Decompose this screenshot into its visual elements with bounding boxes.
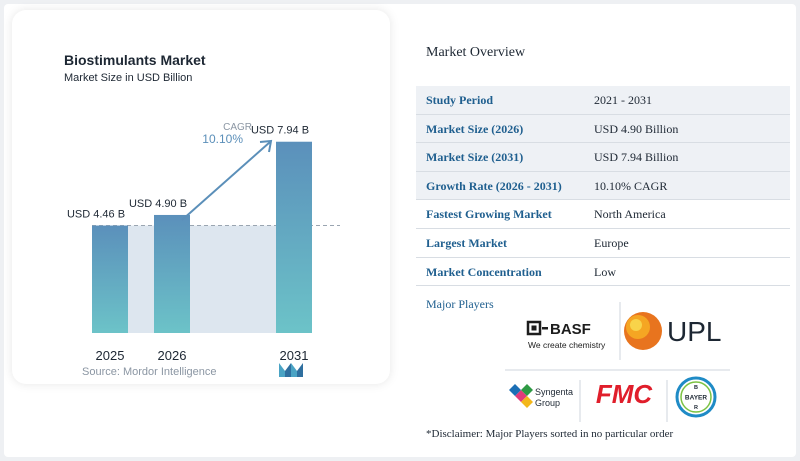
overview-value: North America xyxy=(594,207,666,222)
bayer-name: BAYER xyxy=(685,395,707,402)
fmc-logo: FMC xyxy=(596,379,654,409)
cagr-arrow xyxy=(181,139,273,221)
bar-2031 xyxy=(276,141,312,333)
syngenta-group: Group xyxy=(535,398,560,408)
overview-value: Europe xyxy=(594,235,629,250)
chart-title: Biostimulants Market xyxy=(64,52,206,68)
upl-name: UPL xyxy=(667,316,721,347)
reference-band xyxy=(92,225,312,333)
overview-label: Study Period xyxy=(426,93,494,107)
market-overview-title: Market Overview xyxy=(426,45,526,60)
svg-text:B: B xyxy=(694,385,698,391)
overview-value: 10.10% CAGR xyxy=(594,178,668,193)
bar-2026 xyxy=(154,214,190,333)
fmc-name: FMC xyxy=(596,379,654,409)
bayer-logo: B BAYER R xyxy=(675,376,717,418)
chart-source: Source: Mordor Intelligence xyxy=(82,366,217,378)
x-tick-2025: 2025 xyxy=(96,348,125,363)
overview-value: 2021 - 2031 xyxy=(594,93,652,107)
data-label-2031: USD 7.94 B xyxy=(251,125,309,137)
cagr-value: 10.10% xyxy=(202,132,243,146)
syngenta-logo: Syngenta Group xyxy=(509,384,573,408)
overview-value: Low xyxy=(594,264,616,279)
major-players-title: Major Players xyxy=(426,297,494,311)
overview-value: USD 7.94 Billion xyxy=(594,150,679,165)
overview-label: Market Concentration xyxy=(426,264,542,279)
overview-row-fastest-growing: Fastest Growing Market North America xyxy=(416,200,790,229)
upl-logo: UPL xyxy=(624,312,721,350)
data-label-2025: USD 4.46 B xyxy=(67,209,125,221)
overview-row-largest-market: Largest Market Europe xyxy=(416,229,790,258)
x-tick-2031: 2031 xyxy=(280,348,309,363)
overview-label: Market Size (2026) xyxy=(426,121,524,136)
overview-value: USD 4.90 Billion xyxy=(594,121,679,136)
overview-label: Largest Market xyxy=(426,235,507,250)
cagr-label: CAGR xyxy=(223,122,252,133)
overview-label: Market Size (2031) xyxy=(426,150,524,165)
x-tick-2026: 2026 xyxy=(158,348,187,363)
mordor-logo-icon xyxy=(279,363,303,377)
major-players-logos: BASF We create chemistry UPL Syngenta Gr… xyxy=(505,302,730,422)
svg-text:R: R xyxy=(694,405,698,411)
overview-row-study-period: Study Period 2021 - 2031 xyxy=(416,86,790,115)
overview-label: Growth Rate (2026 - 2031) xyxy=(426,178,562,193)
chart-card: USD 4.46 B USD 4.90 B USD 7.94 B 2025 2026 2… xyxy=(12,10,390,384)
overview-row-concentration: Market Concentration Low xyxy=(416,258,790,287)
chart-subtitle: Market Size in USD Billion xyxy=(64,72,193,84)
syngenta-name: Syngenta xyxy=(535,387,573,397)
bar-2025 xyxy=(92,225,128,333)
disclaimer-text: *Disclaimer: Major Players sorted in no … xyxy=(426,428,674,440)
data-label-2026: USD 4.90 B xyxy=(129,198,187,210)
overview-row-market-size-2031: Market Size (2031) USD 7.94 Billion xyxy=(416,143,790,172)
overview-row-market-size-2026: Market Size (2026) USD 4.90 Billion xyxy=(416,114,790,144)
basf-tagline: We create chemistry xyxy=(528,340,606,350)
bar-chart: USD 4.46 B USD 4.90 B USD 7.94 B 2025 2026 2… xyxy=(67,122,340,363)
overview-row-growth-rate: Growth Rate (2026 - 2031) 10.10% CAGR xyxy=(416,171,790,201)
basf-logo: BASF We create chemistry xyxy=(526,320,606,350)
basf-name: BASF xyxy=(550,321,591,338)
market-overview-table: Study Period 2021 - 2031 Market Size (20… xyxy=(416,86,790,287)
overview-label: Fastest Growing Market xyxy=(426,207,552,222)
